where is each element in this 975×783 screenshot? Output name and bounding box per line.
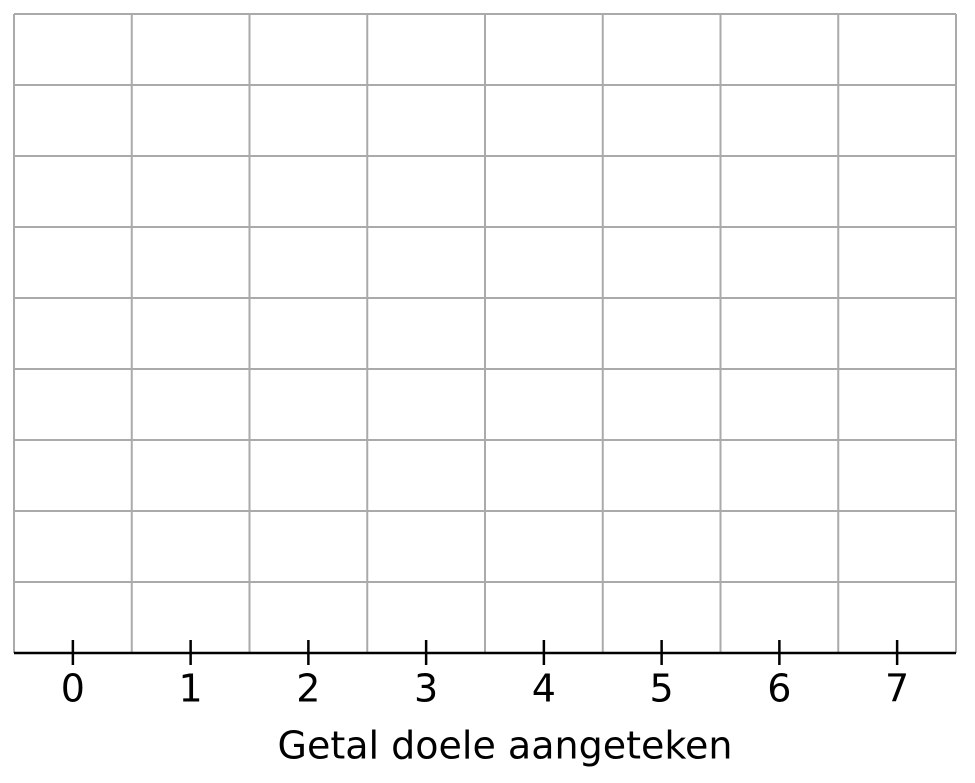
x-tick-label: 1	[179, 667, 203, 711]
x-tick-label: 3	[414, 667, 438, 711]
x-tick-label: 4	[532, 667, 556, 711]
x-tick-label: 7	[885, 667, 909, 711]
x-tick-label: 5	[650, 667, 674, 711]
x-axis-label: Getal doele aangeteken	[278, 724, 733, 768]
x-tick-label: 6	[767, 667, 791, 711]
x-tick-label: 2	[296, 667, 320, 711]
x-tick-label: 0	[61, 667, 85, 711]
